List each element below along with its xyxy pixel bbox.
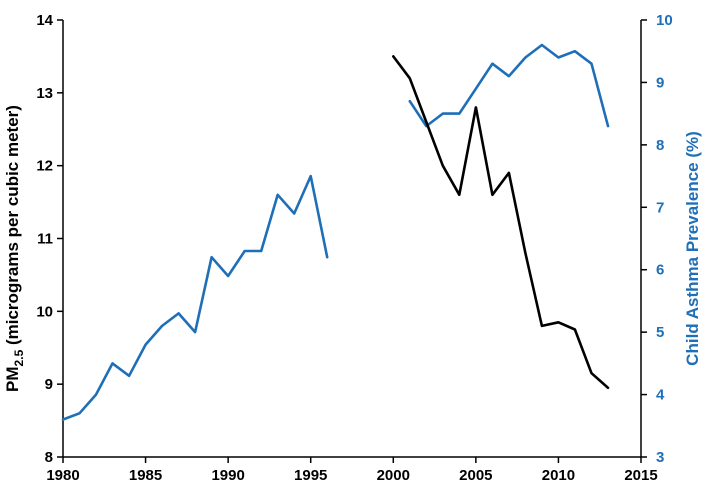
asthma-series-line-1 (408, 43, 610, 128)
x-tick-label: 1990 (211, 467, 244, 484)
x-tick-label: 2005 (459, 467, 492, 484)
asthma-series-line-0 (61, 174, 329, 421)
x-tick-label: 2015 (624, 467, 657, 484)
left-tick-label: 10 (36, 303, 53, 320)
left-tick-label: 8 (45, 449, 53, 466)
x-tick-label: 2010 (542, 467, 575, 484)
x-tick-label: 1980 (46, 467, 79, 484)
left-tick-label: 9 (45, 376, 53, 393)
right-axis: 3 4 5 6 7 8 9 10 (640, 12, 673, 466)
left-axis-title: PM2.5 (micrograms per cubic meter) (3, 105, 26, 392)
left-axis: 8 9 10 11 12 13 14 (36, 12, 64, 466)
left-axis-title-rest: (micrograms per cubic meter) (3, 105, 22, 350)
left-axis-title-subscript: 2.5 (12, 349, 26, 366)
left-axis-ticks: 8 9 10 11 12 13 14 (36, 12, 63, 466)
x-tick-label: 1985 (129, 467, 162, 484)
left-tick-label: 13 (36, 85, 53, 102)
x-axis: 1980 1985 1990 1995 2000 2005 2010 2015 (46, 456, 658, 484)
right-tick-label: 5 (656, 324, 664, 341)
left-axis-title-prefix: PM (3, 366, 22, 392)
x-axis-ticks: 1980 1985 1990 1995 2000 2005 2010 2015 (46, 457, 658, 484)
series-layer (61, 43, 610, 421)
right-tick-label: 6 (656, 262, 664, 279)
right-tick-label: 3 (656, 449, 664, 466)
left-tick-label: 12 (36, 158, 53, 175)
right-tick-label: 7 (656, 199, 664, 216)
x-tick-label: 2000 (377, 467, 410, 484)
pm25-series-line (391, 55, 610, 390)
right-tick-label: 8 (656, 137, 664, 154)
right-tick-label: 10 (656, 12, 673, 29)
right-tick-label: 9 (656, 74, 664, 91)
x-tick-label: 1995 (294, 467, 327, 484)
right-axis-ticks: 3 4 5 6 7 8 9 10 (641, 12, 673, 466)
left-tick-label: 14 (36, 12, 53, 29)
right-tick-label: 4 (656, 387, 665, 404)
left-tick-label: 11 (37, 231, 53, 248)
right-axis-title: Child Asthma Prevalence (%) (683, 131, 702, 366)
